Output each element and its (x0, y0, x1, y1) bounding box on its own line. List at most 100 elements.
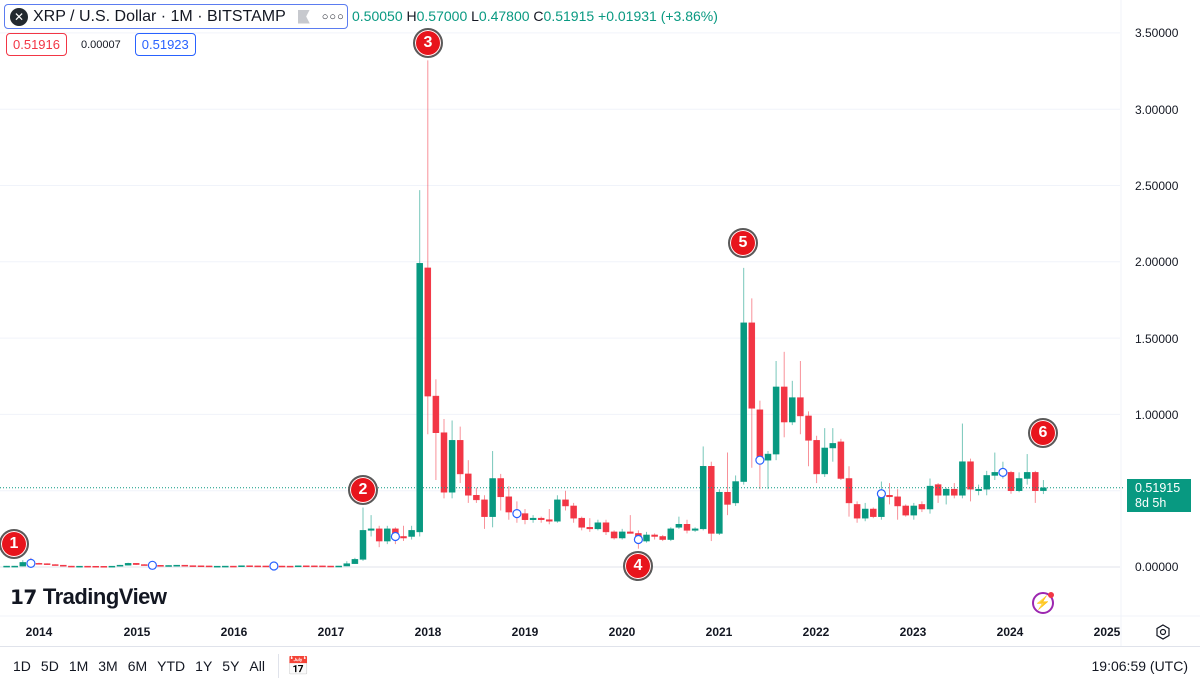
candle-body (189, 565, 197, 567)
tradingview-logo[interactable]: 𝟭𝟳 TradingView (10, 584, 167, 610)
candle-body (165, 565, 172, 567)
candle-body (254, 565, 261, 568)
lightning-bolt-icon[interactable]: ⚡ (1032, 592, 1054, 614)
settings-gear-icon[interactable] (1155, 624, 1171, 640)
candle-body (780, 386, 788, 423)
candle-body (756, 409, 764, 461)
candle-body (813, 440, 820, 475)
range-all[interactable]: All (249, 658, 265, 674)
candle-body (76, 565, 83, 568)
candle-body (327, 565, 334, 568)
tradingview-logo-icon: 𝟭𝟳 (10, 586, 37, 609)
candle-body (408, 530, 415, 537)
time-tick: 2018 (414, 625, 442, 639)
event-marker-1[interactable]: 1 (0, 529, 29, 559)
low-value: 0.47800 (478, 8, 530, 24)
candle-body (238, 565, 245, 567)
range-6m[interactable]: 6M (127, 658, 148, 674)
candle (400, 525, 407, 542)
price-tick: 1.00000 (1135, 408, 1179, 422)
range-5d[interactable]: 5D (40, 658, 59, 674)
candle (902, 504, 909, 517)
event-marker-4[interactable]: 4 (623, 551, 653, 581)
candle-body (554, 499, 561, 522)
low-label: L (471, 8, 479, 24)
candle (375, 525, 383, 548)
price-chart[interactable] (0, 0, 1200, 646)
range-1y[interactable]: 1Y (195, 658, 213, 674)
candle (35, 562, 43, 565)
candle-body (132, 563, 140, 565)
candle (3, 565, 10, 568)
candle-body (68, 565, 75, 568)
bottom-toolbar: 1D 5D 1M 3M 6M YTD 1Y 5Y All 📅 19:06:59 … (0, 646, 1200, 685)
candle (124, 562, 132, 566)
utc-clock[interactable]: 19:06:59 (UTC) (1091, 658, 1188, 674)
candle (521, 509, 529, 525)
candle (408, 525, 415, 540)
symbol-title-box[interactable]: ✕ XRP / U.S. Dollar · 1M · BITSTAMP ○○○ (4, 4, 348, 29)
time-tick: 2014 (25, 625, 53, 639)
candle (772, 360, 780, 461)
range-1m[interactable]: 1M (68, 658, 89, 674)
candle-body (845, 478, 853, 504)
candle (1040, 480, 1047, 495)
candle (181, 564, 189, 567)
candle (254, 565, 261, 568)
event-marker-6[interactable]: 6 (1028, 418, 1058, 448)
more-options-icon[interactable]: ○○○ (321, 10, 345, 23)
event-marker-2[interactable]: 2 (348, 475, 378, 505)
candle (367, 515, 375, 537)
buy-button[interactable]: 0.51923 (134, 33, 196, 56)
change-value: +0.01931 (+3.86%) (598, 8, 718, 24)
candle-body (627, 531, 634, 534)
event-marker-5[interactable]: 5 (728, 228, 758, 258)
range-ytd[interactable]: YTD (157, 658, 186, 674)
event-marker-3[interactable]: 3 (413, 28, 443, 58)
sell-button[interactable]: 0.51916 (6, 33, 67, 56)
candle (108, 565, 116, 568)
candle (537, 516, 545, 523)
candle (497, 473, 504, 511)
candle (335, 565, 342, 568)
candle (68, 565, 75, 568)
range-5y[interactable]: 5Y (222, 658, 240, 674)
candle-body (157, 565, 164, 567)
candle (853, 501, 861, 523)
candle-body (465, 473, 472, 496)
candle-body (772, 386, 780, 455)
candle (643, 531, 650, 543)
candle (92, 565, 99, 568)
price-tick: 2.50000 (1135, 179, 1179, 193)
candle-body (3, 565, 10, 568)
candle (173, 564, 180, 567)
candle-body (910, 505, 918, 516)
candle-body (11, 565, 18, 568)
bar-countdown: 8d 5h (1135, 496, 1167, 510)
candle-body (667, 528, 675, 540)
candle (100, 566, 108, 568)
go-to-date-calendar-icon[interactable]: 📅 (286, 655, 310, 676)
ohlc-readout: 0.50050 H0.57000 L0.47800 C0.51915 +0.01… (352, 8, 718, 24)
candle (554, 495, 561, 523)
candle (602, 519, 610, 535)
event-circles[interactable] (26, 455, 1008, 571)
candle-body (699, 466, 707, 530)
candle-body (400, 536, 407, 539)
candle (708, 461, 715, 542)
candle-body (829, 443, 837, 449)
candle (432, 379, 440, 481)
candle-body (335, 565, 342, 568)
candle (748, 298, 756, 468)
candle (489, 451, 496, 528)
time-tick: 2015 (123, 625, 151, 639)
candle-body (951, 488, 958, 496)
candle-body (351, 559, 359, 564)
candle-body (602, 522, 610, 533)
candle (1007, 470, 1015, 494)
flag-icon[interactable] (297, 9, 310, 24)
range-3m[interactable]: 3M (98, 658, 118, 674)
time-tick: 2019 (511, 625, 539, 639)
candle (845, 466, 853, 517)
range-1d[interactable]: 1D (13, 658, 31, 674)
